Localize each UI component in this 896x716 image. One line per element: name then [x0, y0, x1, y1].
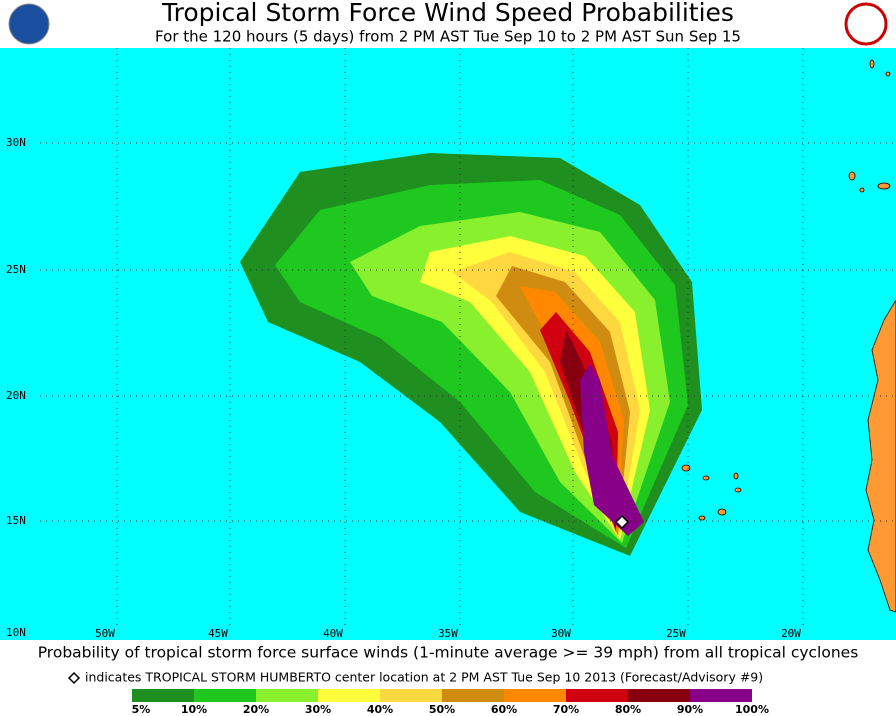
probability-contours: [240, 153, 702, 556]
legend-label: 40%: [367, 703, 393, 716]
legend: 5% 10% 20% 30% 40% 50% 60% 70% 80% 90% 100%: [132, 689, 769, 716]
legend-label: 20%: [243, 703, 269, 716]
caption: Probability of tropical storm force surf…: [38, 644, 859, 662]
lon-label: 40W: [323, 627, 343, 640]
africa-coast: [865, 299, 896, 613]
note: indicates TROPICAL STORM HUMBERTO center…: [85, 670, 763, 685]
legend-swatch: [566, 689, 628, 702]
lon-label: 50W: [95, 627, 115, 640]
lat-label: 30N: [6, 136, 26, 149]
legend-swatch: [318, 689, 380, 702]
legend-label: 70%: [553, 703, 579, 716]
legend-label: 60%: [491, 703, 517, 716]
graticule: 30N 25N 20N 15N 10N 50W 45W 40W 35W 30W 25W 20W: [6, 48, 896, 640]
legend-label: 90%: [677, 703, 703, 716]
probability-band: [580, 364, 644, 536]
lat-label: 25N: [6, 263, 26, 276]
legend-swatch: [628, 689, 690, 702]
noaa-logo: [8, 3, 50, 45]
lon-label: 45W: [208, 627, 228, 640]
legend-swatch: [504, 689, 566, 702]
legend-swatch: [442, 689, 504, 702]
islands: [681, 59, 891, 521]
lon-label: 25W: [666, 627, 686, 640]
legend-label: 80%: [615, 703, 641, 716]
nws-logo: [844, 2, 888, 46]
subtitle: For the 120 hours (5 days) from 2 PM AST…: [155, 28, 741, 46]
legend-label: 50%: [429, 703, 455, 716]
legend-swatch: [194, 689, 256, 702]
note-symbol: [67, 671, 81, 685]
lon-label: 20W: [781, 627, 801, 640]
legend-swatch: [380, 689, 442, 702]
legend-label: 30%: [305, 703, 331, 716]
lat-label: 20N: [6, 389, 26, 402]
legend-label: 10%: [181, 703, 207, 716]
title: Tropical Storm Force Wind Speed Probabil…: [161, 0, 734, 27]
storm-center: [614, 514, 630, 530]
lat-label: 15N: [6, 514, 26, 527]
legend-swatch: [256, 689, 318, 702]
lon-label: 35W: [438, 627, 458, 640]
legend-label: 100%: [735, 703, 769, 716]
legend-label: 5%: [132, 703, 151, 716]
legend-swatch: [690, 689, 752, 702]
legend-swatch: [132, 689, 194, 702]
lat-label: 10N: [6, 626, 26, 639]
lon-label: 30W: [551, 627, 571, 640]
